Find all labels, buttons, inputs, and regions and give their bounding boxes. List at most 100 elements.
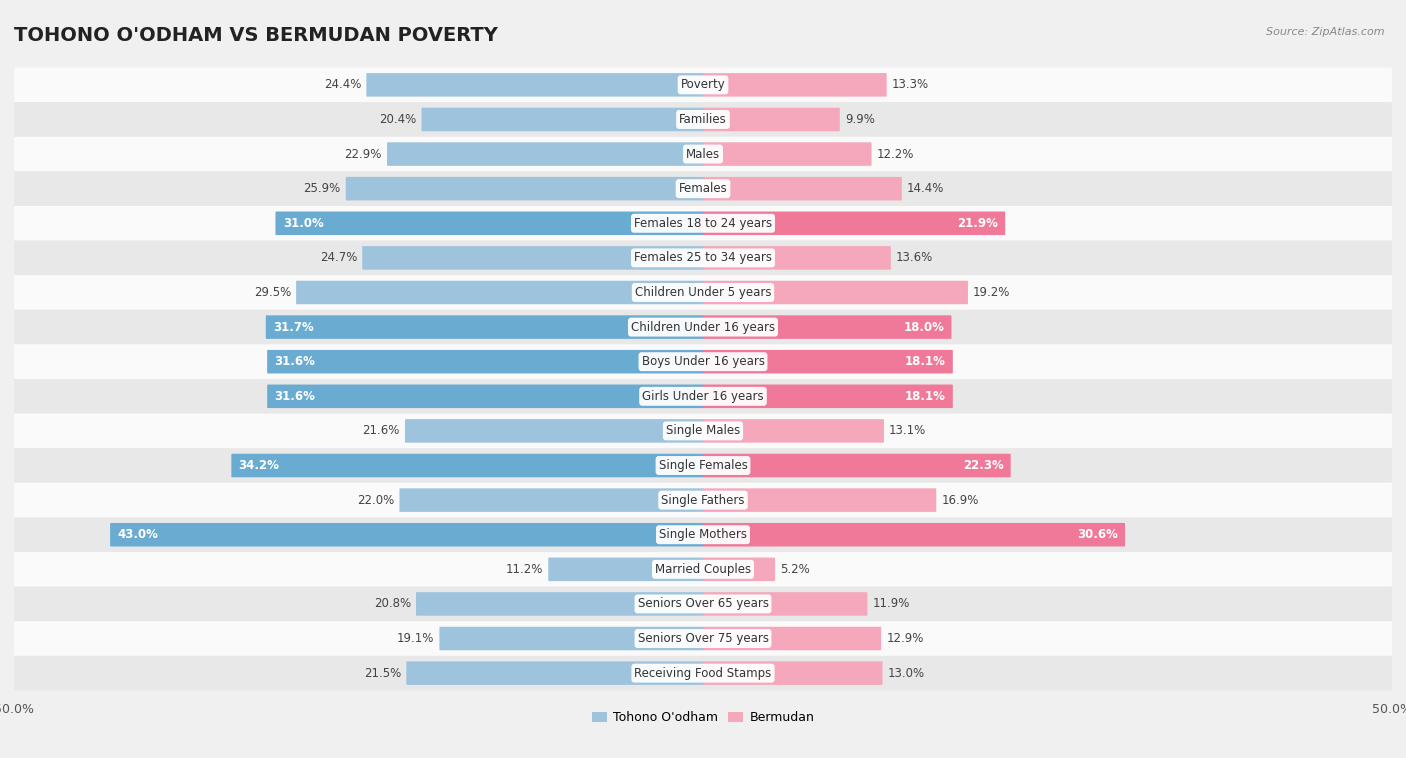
- FancyBboxPatch shape: [703, 523, 1125, 547]
- Text: Single Females: Single Females: [658, 459, 748, 472]
- Text: 21.6%: 21.6%: [363, 424, 399, 437]
- Text: 22.0%: 22.0%: [357, 493, 394, 506]
- Text: 5.2%: 5.2%: [780, 563, 810, 576]
- FancyBboxPatch shape: [14, 656, 1392, 691]
- Text: Males: Males: [686, 148, 720, 161]
- Text: 21.9%: 21.9%: [957, 217, 998, 230]
- FancyBboxPatch shape: [440, 627, 703, 650]
- Text: 18.1%: 18.1%: [904, 356, 945, 368]
- Text: Source: ZipAtlas.com: Source: ZipAtlas.com: [1267, 27, 1385, 36]
- FancyBboxPatch shape: [14, 622, 1392, 656]
- Text: 18.1%: 18.1%: [904, 390, 945, 402]
- Text: 30.6%: 30.6%: [1077, 528, 1118, 541]
- FancyBboxPatch shape: [703, 662, 883, 685]
- FancyBboxPatch shape: [267, 384, 703, 408]
- FancyBboxPatch shape: [703, 384, 953, 408]
- FancyBboxPatch shape: [14, 414, 1392, 448]
- Text: Single Males: Single Males: [666, 424, 740, 437]
- Text: 24.7%: 24.7%: [319, 252, 357, 265]
- FancyBboxPatch shape: [399, 488, 703, 512]
- FancyBboxPatch shape: [266, 315, 703, 339]
- FancyBboxPatch shape: [14, 448, 1392, 483]
- Text: 21.5%: 21.5%: [364, 666, 401, 680]
- Text: 19.2%: 19.2%: [973, 286, 1011, 299]
- Text: 14.4%: 14.4%: [907, 182, 945, 195]
- Text: 13.1%: 13.1%: [889, 424, 927, 437]
- FancyBboxPatch shape: [14, 379, 1392, 414]
- Text: 34.2%: 34.2%: [239, 459, 280, 472]
- FancyBboxPatch shape: [14, 136, 1392, 171]
- FancyBboxPatch shape: [14, 587, 1392, 622]
- FancyBboxPatch shape: [703, 177, 901, 200]
- FancyBboxPatch shape: [14, 310, 1392, 344]
- FancyBboxPatch shape: [14, 240, 1392, 275]
- Text: Children Under 5 years: Children Under 5 years: [634, 286, 772, 299]
- Text: 31.7%: 31.7%: [273, 321, 314, 334]
- FancyBboxPatch shape: [406, 662, 703, 685]
- Text: Females 18 to 24 years: Females 18 to 24 years: [634, 217, 772, 230]
- Text: Poverty: Poverty: [681, 78, 725, 92]
- FancyBboxPatch shape: [14, 275, 1392, 310]
- Text: 22.3%: 22.3%: [963, 459, 1004, 472]
- Text: 31.0%: 31.0%: [283, 217, 323, 230]
- Text: Receiving Food Stamps: Receiving Food Stamps: [634, 666, 772, 680]
- FancyBboxPatch shape: [14, 344, 1392, 379]
- FancyBboxPatch shape: [703, 280, 967, 304]
- Text: Families: Families: [679, 113, 727, 126]
- Text: 24.4%: 24.4%: [323, 78, 361, 92]
- Text: Children Under 16 years: Children Under 16 years: [631, 321, 775, 334]
- FancyBboxPatch shape: [703, 419, 884, 443]
- Text: 12.9%: 12.9%: [886, 632, 924, 645]
- Text: Single Mothers: Single Mothers: [659, 528, 747, 541]
- FancyBboxPatch shape: [703, 315, 952, 339]
- Legend: Tohono O'odham, Bermudan: Tohono O'odham, Bermudan: [586, 706, 820, 729]
- FancyBboxPatch shape: [14, 206, 1392, 240]
- FancyBboxPatch shape: [703, 73, 887, 96]
- FancyBboxPatch shape: [416, 592, 703, 615]
- Text: Females: Females: [679, 182, 727, 195]
- FancyBboxPatch shape: [387, 143, 703, 166]
- FancyBboxPatch shape: [14, 171, 1392, 206]
- FancyBboxPatch shape: [363, 246, 703, 270]
- Text: TOHONO O'ODHAM VS BERMUDAN POVERTY: TOHONO O'ODHAM VS BERMUDAN POVERTY: [14, 27, 498, 45]
- Text: 12.2%: 12.2%: [876, 148, 914, 161]
- FancyBboxPatch shape: [110, 523, 703, 547]
- FancyBboxPatch shape: [703, 558, 775, 581]
- Text: 20.4%: 20.4%: [380, 113, 416, 126]
- FancyBboxPatch shape: [703, 143, 872, 166]
- FancyBboxPatch shape: [405, 419, 703, 443]
- FancyBboxPatch shape: [703, 592, 868, 615]
- FancyBboxPatch shape: [703, 488, 936, 512]
- FancyBboxPatch shape: [703, 246, 891, 270]
- FancyBboxPatch shape: [14, 102, 1392, 136]
- Text: Single Fathers: Single Fathers: [661, 493, 745, 506]
- Text: 13.0%: 13.0%: [887, 666, 925, 680]
- Text: 31.6%: 31.6%: [274, 356, 315, 368]
- Text: 13.3%: 13.3%: [891, 78, 929, 92]
- Text: Females 25 to 34 years: Females 25 to 34 years: [634, 252, 772, 265]
- FancyBboxPatch shape: [703, 108, 839, 131]
- FancyBboxPatch shape: [232, 454, 703, 478]
- Text: 13.6%: 13.6%: [896, 252, 934, 265]
- Text: 43.0%: 43.0%: [117, 528, 159, 541]
- FancyBboxPatch shape: [267, 350, 703, 374]
- FancyBboxPatch shape: [14, 483, 1392, 518]
- Text: Married Couples: Married Couples: [655, 563, 751, 576]
- FancyBboxPatch shape: [14, 67, 1392, 102]
- Text: 18.0%: 18.0%: [903, 321, 945, 334]
- FancyBboxPatch shape: [422, 108, 703, 131]
- FancyBboxPatch shape: [297, 280, 703, 304]
- Text: Seniors Over 65 years: Seniors Over 65 years: [637, 597, 769, 610]
- FancyBboxPatch shape: [276, 211, 703, 235]
- FancyBboxPatch shape: [703, 211, 1005, 235]
- Text: 11.2%: 11.2%: [506, 563, 543, 576]
- FancyBboxPatch shape: [14, 552, 1392, 587]
- Text: 20.8%: 20.8%: [374, 597, 411, 610]
- FancyBboxPatch shape: [346, 177, 703, 200]
- FancyBboxPatch shape: [703, 454, 1011, 478]
- FancyBboxPatch shape: [367, 73, 703, 96]
- FancyBboxPatch shape: [703, 627, 882, 650]
- Text: 9.9%: 9.9%: [845, 113, 875, 126]
- FancyBboxPatch shape: [14, 518, 1392, 552]
- Text: Seniors Over 75 years: Seniors Over 75 years: [637, 632, 769, 645]
